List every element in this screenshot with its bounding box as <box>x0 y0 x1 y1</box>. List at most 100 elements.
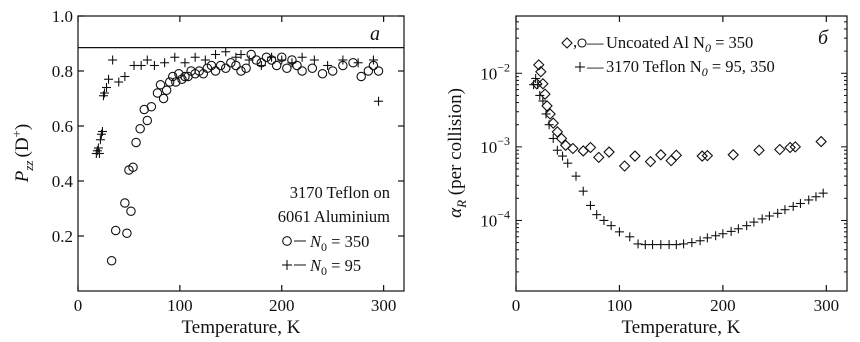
legend-dash-uncoated: — <box>586 33 604 52</box>
plus-point <box>552 145 562 155</box>
diamond-point <box>539 88 551 100</box>
diamond-point <box>670 149 683 161</box>
plus-point <box>104 74 114 84</box>
diamond-point <box>541 100 553 112</box>
plus-point <box>773 208 783 218</box>
legend-entry-uncoated: Uncoated Al N0 = 350 <box>606 33 753 55</box>
diamond-point <box>584 141 597 154</box>
panel-a-letter: a <box>370 23 380 45</box>
plus-point <box>695 236 705 246</box>
plus-point <box>687 238 697 248</box>
diamond-point <box>532 59 545 71</box>
diamond-point <box>537 77 549 90</box>
plus-point <box>795 198 805 208</box>
x-tick-label: 300 <box>814 296 840 315</box>
circle-point <box>135 124 145 134</box>
plus-point <box>742 221 752 231</box>
circle-point <box>231 60 241 71</box>
x-tick-label: 100 <box>167 296 193 315</box>
circle-point <box>128 162 138 173</box>
panel-b-ticks: 0 100 200 300 10−4 10−3 10−2 <box>480 15 847 315</box>
y-tick-label: 10−3 <box>480 134 510 157</box>
diamond-point <box>559 139 572 152</box>
plus-point <box>93 143 103 153</box>
diamond-point <box>567 142 579 155</box>
legend-diamond-marker <box>561 37 573 49</box>
plus-point <box>309 55 319 65</box>
x-tick-label: 200 <box>710 296 736 315</box>
panel-b-legend: , — Uncoated Al N0 = 350 — 3170 Teflon N… <box>561 32 775 79</box>
plus-point <box>211 50 221 59</box>
plus-point <box>99 88 109 98</box>
svg-text:αR (per collision): αR (per collision) <box>445 88 469 218</box>
x-tick-label: 0 <box>512 296 521 315</box>
diamond-point <box>773 143 786 156</box>
diamond-point <box>784 141 796 154</box>
plus-point <box>323 61 333 70</box>
diamond-point <box>629 150 641 162</box>
svg-text:Pzz(D+): Pzz(D+) <box>9 124 36 183</box>
y-tick-label: 0.4 <box>52 172 74 191</box>
legend-plus-marker <box>282 260 292 270</box>
panel-a-xlabel: Temperature, K <box>182 317 301 338</box>
plus-point <box>558 151 568 161</box>
circle-point <box>246 49 256 60</box>
plus-point <box>718 229 728 239</box>
diamond-point <box>555 132 568 145</box>
plus-point <box>190 52 200 62</box>
circle-point <box>292 60 302 71</box>
diamond-point <box>603 146 615 158</box>
plus-point <box>102 83 112 92</box>
circle-point <box>236 66 246 76</box>
diamond-point <box>535 65 547 78</box>
legend-title-line-2: 6061 Aluminium <box>278 207 390 226</box>
plus-point <box>764 211 774 221</box>
panel-a: 0 100 200 300 0.2 0.4 0.6 0.8 1.0 a Temperature,… <box>9 7 405 338</box>
plus-point <box>711 231 721 241</box>
plus-point <box>231 52 241 62</box>
plus-point <box>757 214 767 224</box>
plus-point <box>160 58 170 68</box>
legend-entry-plus: N0 = 95 <box>309 256 361 278</box>
circle-point <box>282 63 292 74</box>
circle-point <box>146 102 157 112</box>
circle-point <box>142 115 153 126</box>
circle-point <box>327 66 338 76</box>
plus-point <box>277 55 287 65</box>
plus-point <box>94 149 104 158</box>
legend-entry-circle: N0 = 350 <box>309 232 369 254</box>
plus-point <box>368 55 378 65</box>
legend-circle-marker-b <box>577 38 587 48</box>
circle-point <box>241 63 251 74</box>
circle-point <box>356 71 366 82</box>
circle-point <box>167 71 178 82</box>
circle-point <box>220 63 231 74</box>
diamond-point <box>789 141 802 153</box>
plus-point <box>531 73 541 83</box>
circle-point <box>161 85 172 96</box>
panel-b-xlabel: Temperature, K <box>622 317 741 338</box>
panel-a-ticks: 0 100 200 300 0.2 0.4 0.6 0.8 1.0 <box>52 7 404 315</box>
plus-point <box>114 77 124 87</box>
plus-point <box>818 188 828 198</box>
plus-point <box>338 55 348 65</box>
diamond-point <box>592 151 605 164</box>
plus-point <box>297 52 307 62</box>
plus-point <box>244 55 254 65</box>
panel-a-ylabel: Pzz(D+) <box>9 124 36 183</box>
plus-point <box>221 47 231 57</box>
y-tick-label: 10−4 <box>480 207 510 230</box>
plus-point <box>671 240 681 250</box>
plus-point <box>571 171 581 181</box>
x-tick-label: 300 <box>371 296 397 315</box>
circle-point <box>120 198 130 208</box>
y-tick-label: 0.6 <box>52 117 73 136</box>
plus-point <box>614 227 624 237</box>
plus-point <box>535 90 545 100</box>
plus-point <box>538 96 548 106</box>
plus-point <box>541 109 551 119</box>
panel-a-marks <box>91 47 384 266</box>
plus-point <box>200 55 210 65</box>
plus-point <box>544 120 554 130</box>
